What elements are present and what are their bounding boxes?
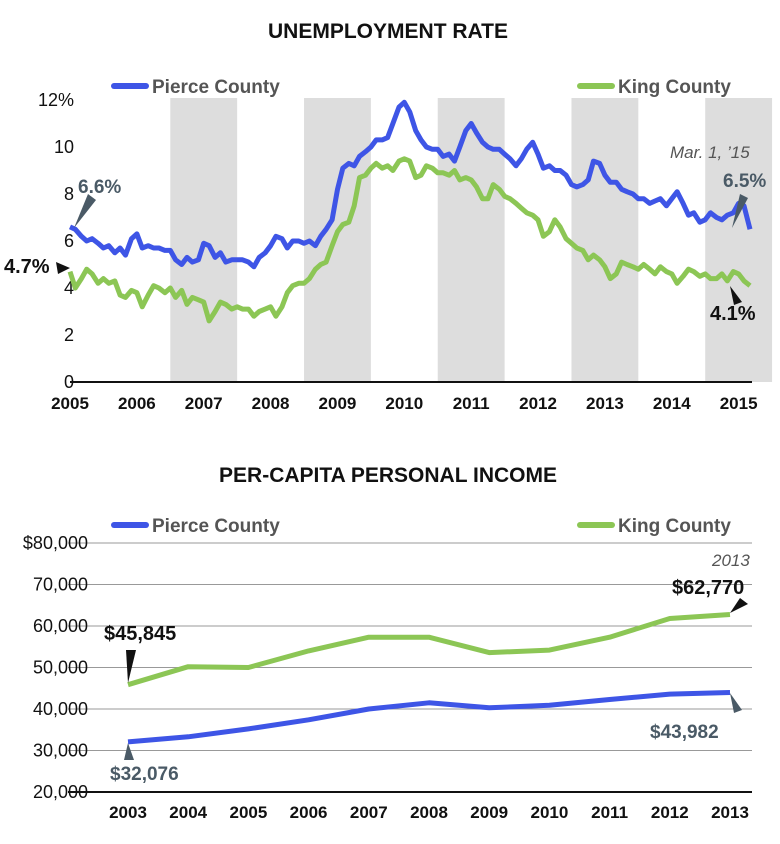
x-tick-label: 2014	[653, 394, 691, 413]
x-tick-label: 2011	[453, 394, 490, 413]
income-x-tick-label: 2005	[229, 803, 267, 822]
income-y-tick-label: $80,000	[23, 533, 88, 553]
income-title: PER-CAPITA PERSONAL INCOME	[219, 464, 557, 487]
x-tick-label: 2005	[51, 394, 89, 413]
annotation-king-2013: $62,770	[672, 577, 744, 599]
pointer-king-end	[730, 286, 742, 305]
income-y-tick-label: 30,000	[33, 741, 88, 761]
income-legend-pierce-label: Pierce County	[152, 516, 280, 537]
x-tick-label: 2006	[118, 394, 156, 413]
y-tick-label: 12%	[38, 90, 74, 110]
shaded-year-2012	[571, 98, 639, 382]
y-axis-ticks: 0 2 4 6 8 10 12%	[38, 90, 74, 392]
income-x-tick-label: 2006	[290, 803, 328, 822]
king-county-income-line	[127, 612, 731, 688]
income-x-axis-ticks: 2003 2004 2005 2006 2007 2008 2009 2010 2011 2012…	[109, 803, 749, 822]
annotation-pierce-end: 6.5%	[723, 171, 766, 192]
x-tick-label: 2013	[586, 394, 624, 413]
annotation-pierce-2003: $32,076	[110, 764, 179, 785]
pointer-pierce-2003	[124, 743, 134, 760]
x-tick-label: 2009	[319, 394, 357, 413]
income-y-tick-label: 60,000	[33, 616, 88, 636]
x-axis-ticks: 2005 2006 2007 2008 2009 2010 2011 2012 2013 2014…	[51, 394, 757, 413]
income-x-tick-label: 2004	[169, 803, 207, 822]
legend-king-label: King County	[618, 77, 731, 98]
x-tick-label: 2007	[185, 394, 223, 413]
annotation-king-start: 4.7%	[4, 256, 50, 278]
income-y-tick-label: 40,000	[33, 699, 88, 719]
annotation-end-year: 2013	[711, 551, 750, 570]
pointer-pierce-end	[732, 194, 748, 228]
income-x-tick-label: 2012	[651, 803, 689, 822]
pointer-pierce-start	[74, 194, 96, 228]
pierce-county-income-line	[127, 690, 731, 745]
pointer-king-2003	[126, 650, 136, 683]
x-tick-label: 2010	[385, 394, 423, 413]
income-x-tick-label: 2003	[109, 803, 147, 822]
income-gridlines	[68, 542, 752, 793]
income-x-tick-label: 2009	[470, 803, 508, 822]
unemployment-title: UNEMPLOYMENT RATE	[268, 20, 508, 43]
y-tick-label: 10	[54, 137, 74, 157]
y-tick-label: 2	[64, 325, 74, 345]
income-legend-king-label: King County	[618, 516, 731, 537]
income-x-tick-label: 2007	[350, 803, 388, 822]
pointer-king-start	[56, 262, 70, 274]
income-x-tick-label: 2011	[591, 803, 628, 822]
annotation-end-date: Mar. 1, ’15	[670, 143, 750, 162]
annotation-king-end: 4.1%	[710, 303, 756, 325]
annotation-pierce-2013: $43,982	[650, 722, 719, 743]
income-y-tick-label: 50,000	[33, 658, 88, 678]
x-tick-label: 2015	[720, 394, 758, 413]
income-x-tick-label: 2010	[530, 803, 568, 822]
x-tick-label: 2008	[252, 394, 290, 413]
annotation-pierce-start: 6.6%	[78, 177, 121, 198]
y-tick-label: 4	[64, 278, 74, 298]
pierce-county-unemployment-line	[68, 99, 753, 270]
shaded-year-2010	[437, 98, 505, 382]
legend: Pierce County King County	[111, 77, 731, 98]
y-tick-label: 0	[64, 372, 74, 392]
income-y-axis-ticks: 20,000 30,000 40,000 50,000 60,000 70,000 $80,…	[23, 533, 88, 802]
annotation-king-2003: $45,845	[104, 623, 176, 645]
king-county-unemployment-line	[67, 156, 752, 324]
shaded-year-2006	[170, 98, 238, 382]
shaded-year-2008	[304, 98, 371, 382]
legend-pierce-label: Pierce County	[152, 77, 280, 98]
income-y-tick-label: 20,000	[33, 782, 88, 802]
income-legend: Pierce County King County	[111, 516, 731, 537]
income-chart: PER-CAPITA PERSONAL INCOME 20,000 30,000 4…	[23, 464, 752, 822]
y-tick-label: 8	[64, 184, 74, 204]
income-x-tick-label: 2013	[711, 803, 749, 822]
x-tick-label: 2012	[519, 394, 557, 413]
pointer-king-2013	[730, 598, 748, 613]
year-shading	[170, 98, 773, 382]
income-y-tick-label: 70,000	[33, 575, 88, 595]
income-x-tick-label: 2008	[410, 803, 448, 822]
shaded-year-2014	[705, 98, 773, 382]
pointer-pierce-2013	[730, 693, 742, 713]
y-tick-label: 6	[64, 231, 74, 251]
